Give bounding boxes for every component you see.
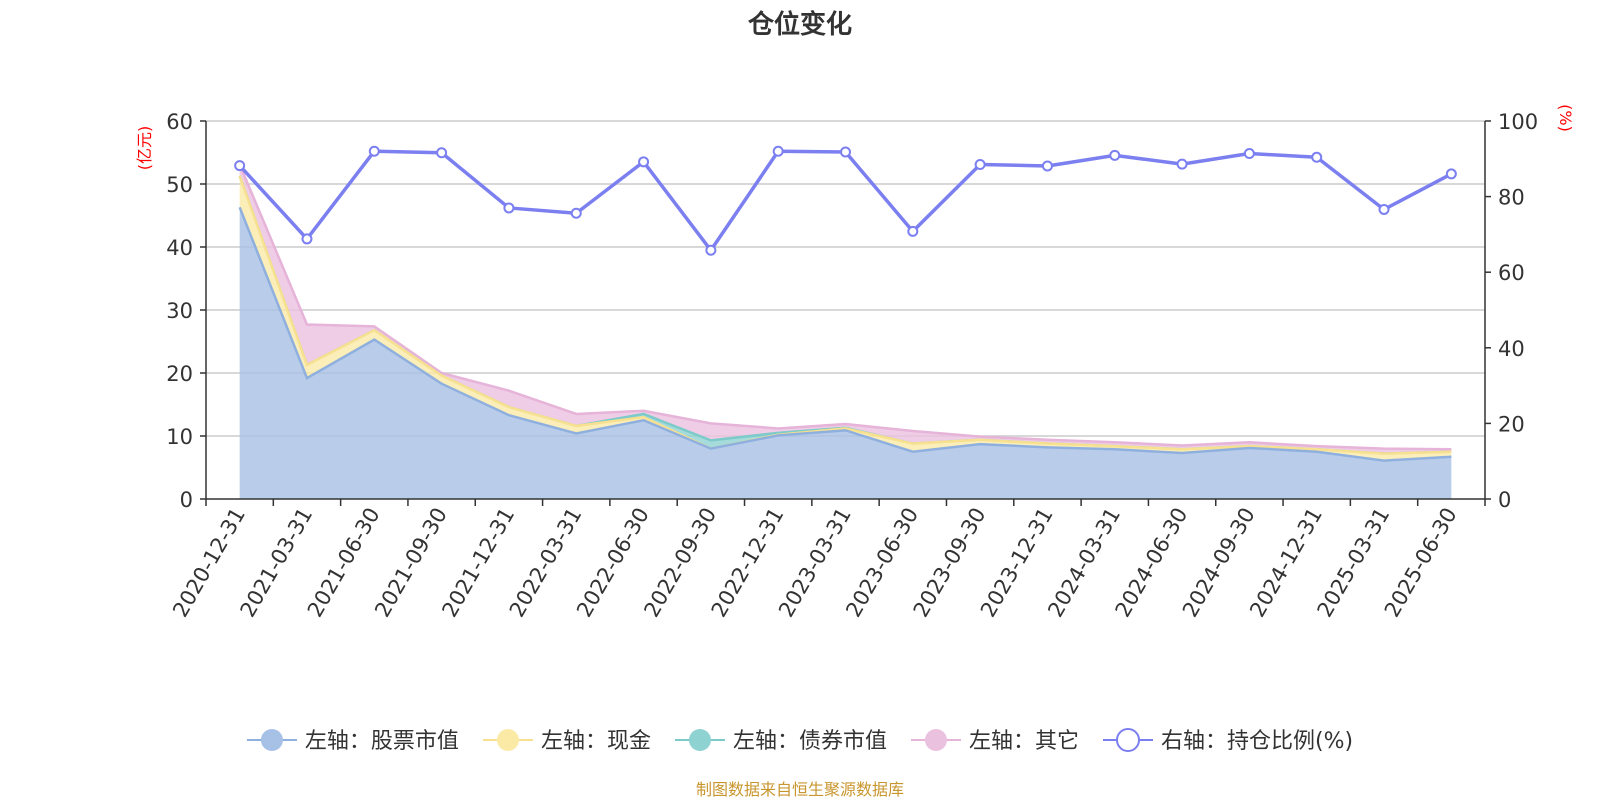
area-series-0-edge (238, 206, 1452, 462)
legend-item-1[interactable]: 左轴：现金 (482, 729, 651, 754)
legend-circle-icon (1115, 728, 1140, 752)
left-tick-label: 30 (166, 299, 193, 323)
right-tick-label: 20 (1498, 412, 1525, 436)
left-tick-label: 60 (166, 110, 193, 134)
holding-ratio-point[interactable] (1041, 160, 1053, 172)
legend[interactable]: 左轴：股票市值 左轴：现金 左轴：债券市值 左轴：其它 右轴：持仓比例(%) (246, 728, 1353, 754)
left-tick-label: 20 (166, 362, 193, 386)
right-axis-unit: (%) (1556, 104, 1575, 132)
stacked-areas (238, 163, 1452, 499)
legend-circle-icon (688, 729, 711, 751)
legend-circle-icon (260, 729, 283, 751)
footer-source: 制图数据来自恒生聚源数据库 (696, 780, 904, 799)
right-tick-label: 0 (1498, 488, 1511, 512)
holding-ratio-point[interactable] (840, 146, 851, 158)
legend-label: 左轴：其它 (969, 729, 1079, 754)
x-tick-label: 2025-06-30 (1380, 504, 1462, 622)
left-tick-label: 40 (166, 236, 193, 260)
holding-ratio-point[interactable] (570, 207, 582, 219)
right-tick-label: 100 (1498, 110, 1538, 134)
area-series-0 (239, 207, 1452, 499)
left-tick-label: 10 (166, 425, 193, 449)
area-series-3-edge (238, 163, 1452, 451)
holding-ratio-line (234, 145, 1457, 256)
legend-circle-icon (496, 729, 519, 751)
legend-item-0[interactable]: 左轴：股票市值 (246, 729, 459, 754)
holding-ratio-point[interactable] (974, 158, 986, 170)
holding-ratio-point[interactable] (1109, 149, 1121, 161)
holding-ratio-point[interactable] (234, 160, 246, 172)
holding-ratio-point[interactable] (1176, 158, 1188, 170)
holding-ratio-point[interactable] (907, 225, 919, 237)
holding-ratio-point[interactable] (436, 147, 448, 159)
holding-ratio-point[interactable] (1311, 151, 1323, 163)
holding-ratio-point[interactable] (1445, 168, 1457, 180)
left-tick-label: 50 (166, 173, 193, 197)
legend-item-2[interactable]: 左轴：债券市值 (674, 729, 887, 754)
holding-ratio-point[interactable] (1378, 203, 1390, 215)
left-tick-label: 0 (180, 488, 193, 512)
right-tick-label: 80 (1498, 186, 1525, 210)
legend-label: 左轴：现金 (541, 729, 651, 754)
holding-ratio-point[interactable] (705, 244, 717, 256)
chart-title: 仓位变化 (747, 9, 852, 40)
legend-circle-icon (924, 729, 947, 751)
right-tick-label: 60 (1498, 261, 1525, 285)
left-axis-unit: (亿元) (135, 126, 154, 171)
legend-label: 右轴：持仓比例(%) (1161, 729, 1353, 754)
legend-item-4[interactable]: 右轴：持仓比例(%) (1102, 728, 1353, 754)
holding-ratio-path (238, 149, 1453, 253)
holding-ratio-point[interactable] (368, 145, 380, 157)
holding-ratio-point[interactable] (772, 145, 784, 157)
holding-ratio-point[interactable] (638, 156, 650, 168)
area-series-1-edge (238, 175, 1452, 455)
legend-label: 左轴：股票市值 (305, 729, 459, 754)
holding-ratio-point[interactable] (503, 202, 515, 214)
holding-ratio-point[interactable] (301, 233, 313, 245)
holding-ratio-point[interactable] (1243, 148, 1255, 160)
legend-label: 左轴：债券市值 (733, 729, 887, 754)
right-tick-label: 40 (1498, 337, 1525, 361)
legend-item-3[interactable]: 左轴：其它 (910, 729, 1079, 754)
